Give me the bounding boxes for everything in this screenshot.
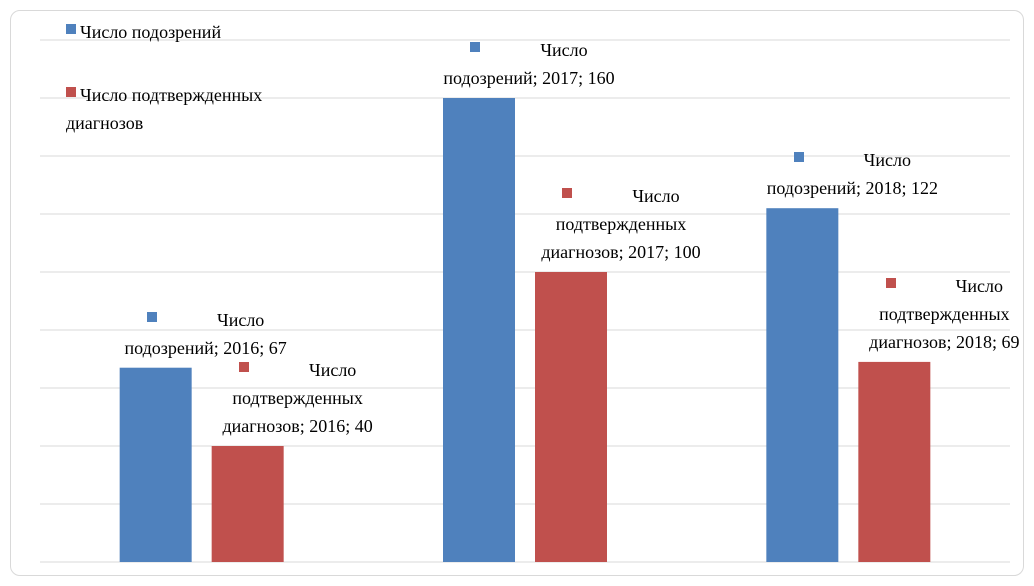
data-label: Число подозрений; 2017; 160 (429, 36, 629, 92)
bar (443, 98, 515, 562)
data-label: Число подозрений; 2016; 67 (106, 306, 306, 362)
bar (858, 361, 931, 562)
label-key (470, 42, 481, 52)
data-label-text: Число подтвержденных диагнозов; 2017; 10… (541, 186, 701, 262)
legend-key (66, 87, 76, 97)
bar (119, 367, 192, 562)
bar (535, 272, 607, 562)
bar (211, 446, 284, 562)
label-key (239, 362, 249, 372)
label-key (147, 311, 157, 322)
data-label-text: Число подтвержденных диагнозов; 2016; 40 (222, 360, 373, 436)
legend-key (66, 24, 76, 34)
data-label-text: Число подозрений; 2017; 160 (443, 40, 615, 88)
data-label: Число подтвержденных диагнозов; 2018; 69 (844, 272, 1034, 356)
chart-frame (10, 10, 1024, 576)
data-label-text: Число подозрений; 2016; 67 (124, 309, 287, 358)
data-label-text: Число подтвержденных диагнозов; 2018; 69 (869, 275, 1020, 352)
label-key (562, 188, 573, 198)
legend-entry: Число подтвержденных диагнозов (66, 81, 326, 137)
legend-text: Число подтвержденных диагнозов (66, 85, 263, 133)
data-label-text: Число подозрений; 2018; 122 (766, 150, 938, 199)
legend-entry: Число подозрений (66, 18, 326, 46)
data-label: Число подтвержденных диагнозов; 2017; 10… (521, 182, 721, 266)
label-key (885, 277, 896, 288)
legend-text: Число подозрений (80, 22, 222, 42)
data-label: Число подозрений; 2018; 122 (752, 146, 952, 202)
bar (766, 208, 839, 562)
data-label: Число подтвержденных диагнозов; 2016; 40 (198, 356, 398, 440)
label-key (793, 152, 804, 163)
